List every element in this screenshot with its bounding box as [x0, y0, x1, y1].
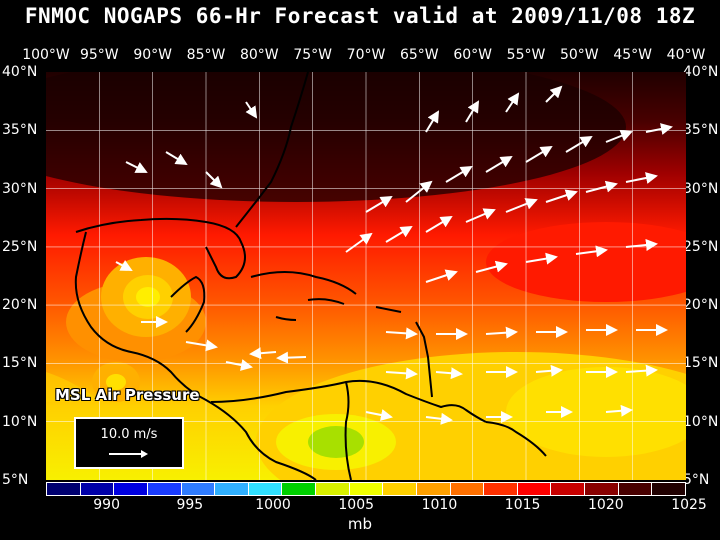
colorbar-swatch: [652, 483, 685, 495]
colorbar-units: mb: [347, 515, 373, 533]
lat-label: 35°N: [683, 122, 719, 139]
colorbar-swatch: [484, 483, 518, 495]
lat-label: 5°N: [2, 472, 29, 488]
colorbar-swatch: [248, 483, 283, 495]
colorbar-tick: 1015: [504, 497, 541, 513]
lat-label: 25°N: [683, 238, 719, 255]
lon-label: 40°W: [666, 47, 706, 63]
lon-label: 60°W: [453, 47, 492, 63]
colorbar-swatch: [181, 483, 216, 495]
colorbar-tick: 1025: [671, 497, 707, 513]
vector-reference-box: 10.0 m/s: [74, 417, 184, 469]
top-longitude-labels: 100°W 95°W 90°W 85°W 80°W 75°W 70°W 65°W 60°W 55°…: [0, 47, 720, 65]
colorbar-tick: 1005: [338, 497, 375, 513]
lat-label: 5°N: [683, 472, 710, 488]
colorbar-tick: 1020: [588, 497, 624, 513]
colorbar-swatch: [618, 483, 653, 495]
colorbar-swatch: [316, 483, 350, 495]
colorbar-swatch: [585, 483, 619, 495]
colorbar-swatch: [215, 483, 249, 495]
lat-label: 10°N: [2, 413, 38, 430]
colorbar-tick: 995: [176, 497, 204, 513]
lat-label: 35°N: [2, 122, 38, 139]
lon-label: 90°W: [133, 47, 172, 63]
lon-label: 80°W: [239, 47, 279, 63]
lat-label: 40°N: [683, 64, 719, 80]
lat-label: 30°N: [683, 180, 719, 197]
lat-label: 10°N: [683, 413, 719, 430]
reference-arrow-icon: [109, 450, 148, 458]
colorbar-swatch: [450, 483, 485, 495]
wind-vectors: [115, 85, 673, 425]
lon-label: 75°W: [293, 47, 332, 63]
colorbar-swatch: [147, 483, 182, 495]
colorbar-swatch: [517, 483, 552, 495]
colorbar-tick: 1010: [421, 497, 458, 513]
pressure-field: [46, 72, 686, 480]
colorbar-tick: 990: [93, 497, 120, 513]
lat-label: 25°N: [2, 238, 38, 255]
colorbar-swatch: [80, 483, 115, 495]
lon-label: 55°W: [506, 47, 546, 63]
lat-label: 15°N: [2, 355, 38, 372]
lat-label: 15°N: [683, 355, 719, 372]
colorbar-swatch: [349, 483, 384, 495]
vector-reference-value: 10.0 m/s: [100, 427, 158, 442]
lat-label: 30°N: [2, 180, 38, 197]
lon-label: 50°W: [559, 47, 599, 63]
colorbar: [46, 482, 686, 496]
lat-label: 20°N: [683, 297, 719, 314]
colorbar-swatch: [282, 483, 316, 495]
lon-label: 95°W: [79, 47, 119, 63]
colorbar-tick: 1000: [255, 497, 291, 513]
colorbar-swatch: [114, 483, 148, 495]
lon-label: 65°W: [399, 47, 439, 63]
colorbar-swatch: [47, 483, 81, 495]
lat-label: 20°N: [2, 297, 38, 314]
coastlines: [74, 72, 547, 480]
pressure-map: [46, 72, 686, 480]
lon-label: 70°W: [346, 47, 386, 63]
lon-label: 100°W: [22, 47, 70, 63]
lon-label: 45°W: [613, 47, 652, 63]
colorbar-swatch: [383, 483, 417, 495]
map-title: FNMOC NOGAPS 66-Hr Forecast valid at 200…: [24, 4, 696, 28]
lon-label: 85°W: [186, 47, 226, 63]
colorbar-tick-labels: 990 995 1000 1005 1010 1015 1020 1025: [0, 497, 720, 515]
lat-label: 40°N: [2, 64, 38, 80]
colorbar-swatch: [416, 483, 451, 495]
panel-label: MSL Air Pressure: [55, 386, 200, 404]
colorbar-swatch: [551, 483, 585, 495]
